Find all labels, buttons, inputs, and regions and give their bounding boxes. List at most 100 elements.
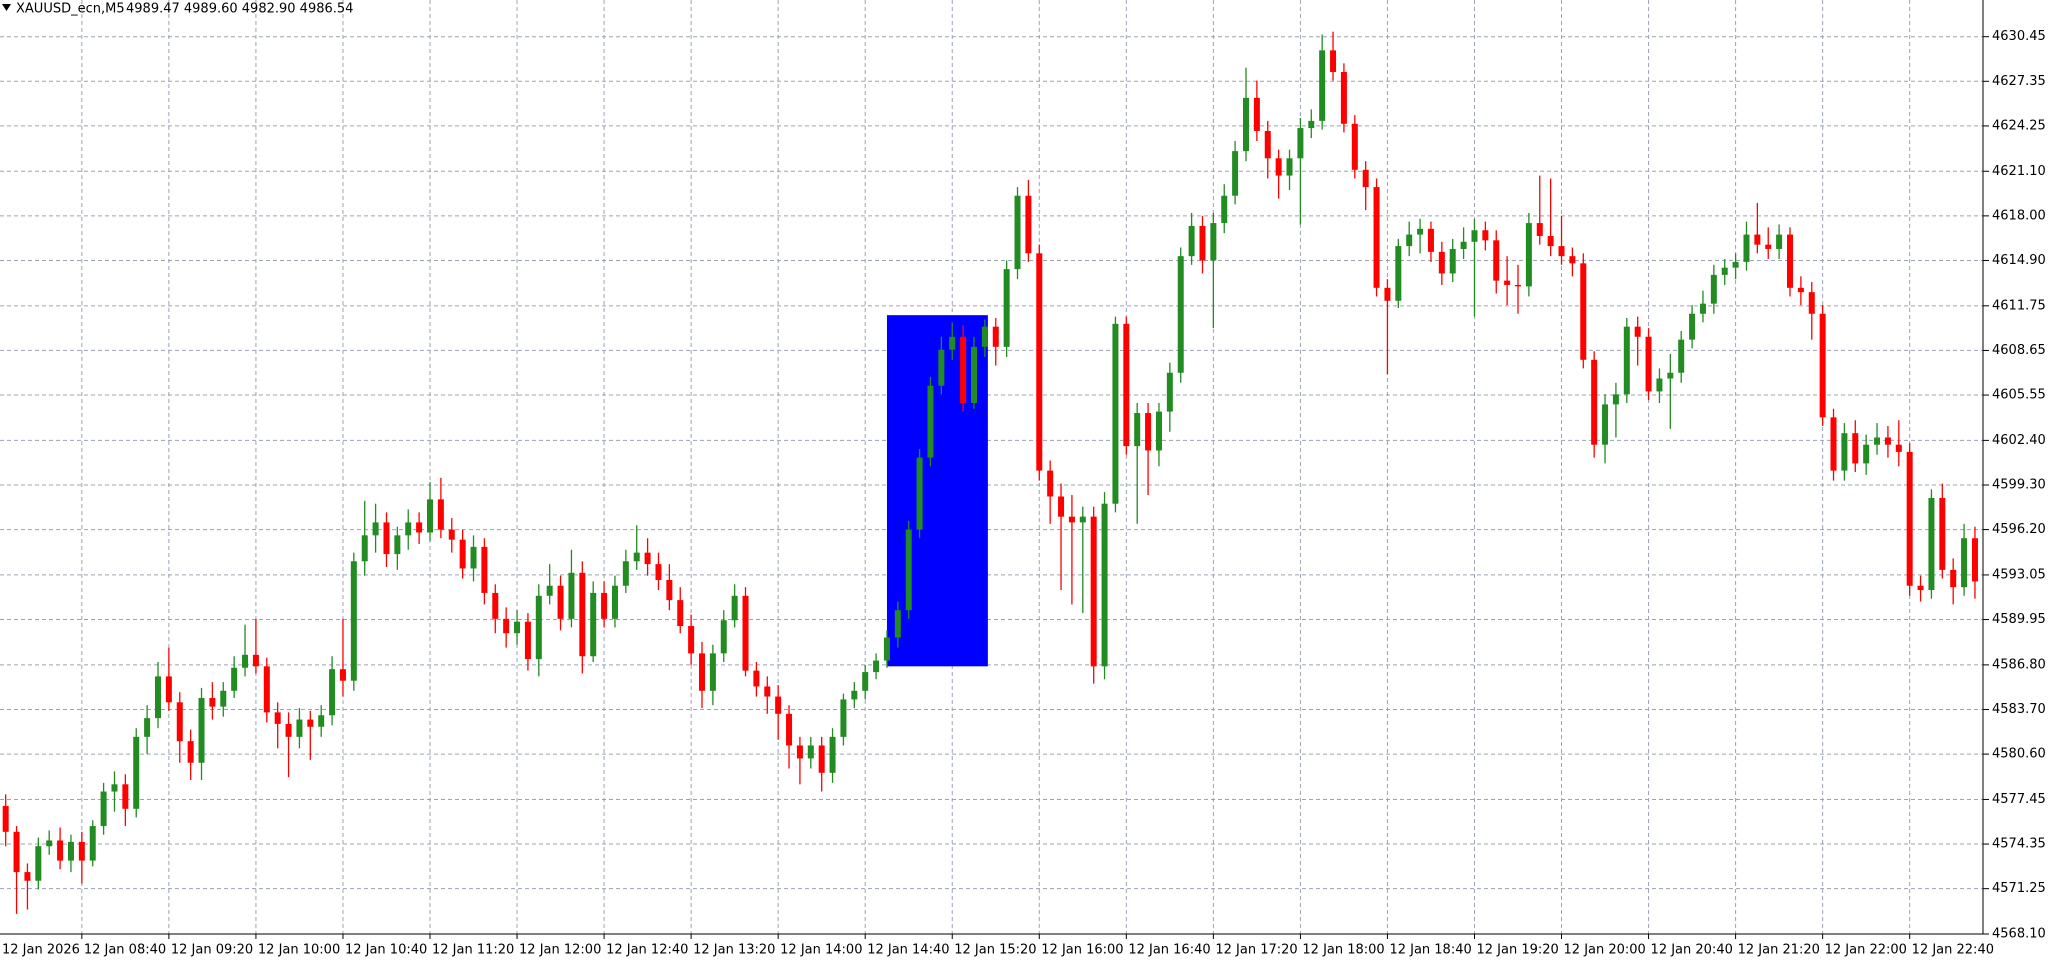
candle-body xyxy=(1188,225,1195,257)
y-tick-label: 4596.20 xyxy=(1992,522,2046,537)
x-tick-label: 12 Jan 15:20 xyxy=(954,943,1036,958)
candle-body xyxy=(1058,496,1065,517)
candle-body xyxy=(579,572,586,657)
candle-body xyxy=(1863,444,1870,464)
candle-body xyxy=(1797,287,1804,293)
candle-body xyxy=(1971,538,1978,582)
candle-body xyxy=(840,699,847,737)
candle-body xyxy=(263,666,270,713)
candle-body xyxy=(633,552,640,562)
candle-body xyxy=(796,745,803,759)
candle-body xyxy=(1645,336,1652,392)
x-tick-label: 12 Jan 09:20 xyxy=(171,943,253,958)
candle-body xyxy=(242,654,249,668)
candle-body xyxy=(1417,228,1424,235)
candle-body xyxy=(1351,123,1358,170)
candle-body xyxy=(1504,280,1511,285)
candle-body xyxy=(187,741,194,763)
candle-body xyxy=(1112,323,1119,504)
candle-body xyxy=(35,846,42,881)
candle-body xyxy=(24,872,31,881)
candle-body xyxy=(514,621,521,634)
candle-body xyxy=(1612,394,1619,405)
candle-body xyxy=(209,697,216,707)
candle-body xyxy=(883,637,890,661)
candle-body xyxy=(427,499,433,533)
x-tick-label: 12 Jan 18:40 xyxy=(1389,943,1471,958)
y-tick-label: 4608.65 xyxy=(1992,343,2046,358)
candle-body xyxy=(1036,253,1043,471)
candle-body xyxy=(1145,413,1152,451)
candle-body xyxy=(709,653,716,691)
candle-body xyxy=(329,669,336,716)
axes: 4630.45 4627.35 4624.25 4621.10 4618.00 4614.… xyxy=(2,29,2046,958)
candle-body xyxy=(1776,234,1783,249)
candle-body xyxy=(1808,292,1815,314)
y-tick-label: 4630.45 xyxy=(1992,29,2046,44)
candle-body xyxy=(753,670,760,687)
candle-body xyxy=(1710,274,1717,304)
candle-body xyxy=(1264,130,1271,159)
candle-body xyxy=(807,745,814,759)
y-tick-label: 4571.25 xyxy=(1992,881,2046,896)
y-tick-label: 4586.80 xyxy=(1992,657,2046,672)
candle-body xyxy=(862,672,869,691)
candle-body xyxy=(1895,444,1902,452)
candle-body xyxy=(1373,187,1380,288)
candle-body xyxy=(1101,503,1108,667)
candle-body xyxy=(1253,97,1260,131)
y-tick-label: 4593.05 xyxy=(1992,567,2046,582)
x-tick-label: 12 Jan 20:40 xyxy=(1651,943,1733,958)
candle-body xyxy=(383,522,390,555)
candle-body xyxy=(1874,437,1881,445)
candle-body xyxy=(1580,263,1587,360)
x-tick-label: 12 Jan 21:20 xyxy=(1738,943,1820,958)
candle-body xyxy=(89,826,96,861)
x-tick-label: 12 Jan 08:40 xyxy=(84,943,166,958)
candle-body xyxy=(1221,195,1228,224)
candle-body xyxy=(1014,195,1021,270)
candle-body xyxy=(1667,372,1674,379)
candle-body xyxy=(916,457,923,530)
candle-body xyxy=(394,535,401,555)
candle-body xyxy=(155,676,161,719)
candle-body xyxy=(1841,433,1848,471)
candle-body xyxy=(1275,158,1282,176)
chart-title: XAUUSD_ecn,M5 xyxy=(16,2,125,17)
candle-body xyxy=(949,336,956,350)
candle-body xyxy=(1634,326,1641,337)
x-tick-label: 12 Jan 14:40 xyxy=(867,943,949,958)
candle-body xyxy=(720,620,727,654)
candle-body xyxy=(1493,240,1500,281)
menu-triangle[interactable] xyxy=(2,4,11,11)
candle-body xyxy=(57,840,64,861)
y-tick-label: 4618.00 xyxy=(1992,208,2046,223)
candle-body xyxy=(1928,497,1935,591)
candle-body xyxy=(13,831,20,873)
candle-body xyxy=(1384,287,1391,301)
y-tick-label: 4577.45 xyxy=(1992,792,2046,807)
candle-body xyxy=(1460,241,1467,249)
candle-body xyxy=(1330,50,1337,72)
y-tick-label: 4605.55 xyxy=(1992,388,2046,403)
candle-body xyxy=(677,600,684,627)
candle-body xyxy=(546,585,553,596)
candle-body xyxy=(503,618,510,634)
candle-body xyxy=(46,840,53,847)
candle-body xyxy=(1319,50,1326,121)
candle-body xyxy=(1177,256,1184,373)
candle-body xyxy=(492,592,499,619)
candle-body xyxy=(1308,120,1315,129)
candle-body xyxy=(699,653,705,691)
candle-body xyxy=(1536,223,1543,237)
candle-body xyxy=(1438,251,1445,274)
candle-body xyxy=(1482,230,1489,241)
x-tick-label: 12 Jan 16:00 xyxy=(1041,943,1123,958)
y-tick-label: 4627.35 xyxy=(1992,74,2046,89)
candle-body xyxy=(960,336,967,403)
candle-body xyxy=(481,546,488,593)
x-tick-label: 12 Jan 16:40 xyxy=(1128,943,1210,958)
y-tick-label: 4583.70 xyxy=(1992,702,2046,717)
candle-body xyxy=(1449,248,1456,274)
